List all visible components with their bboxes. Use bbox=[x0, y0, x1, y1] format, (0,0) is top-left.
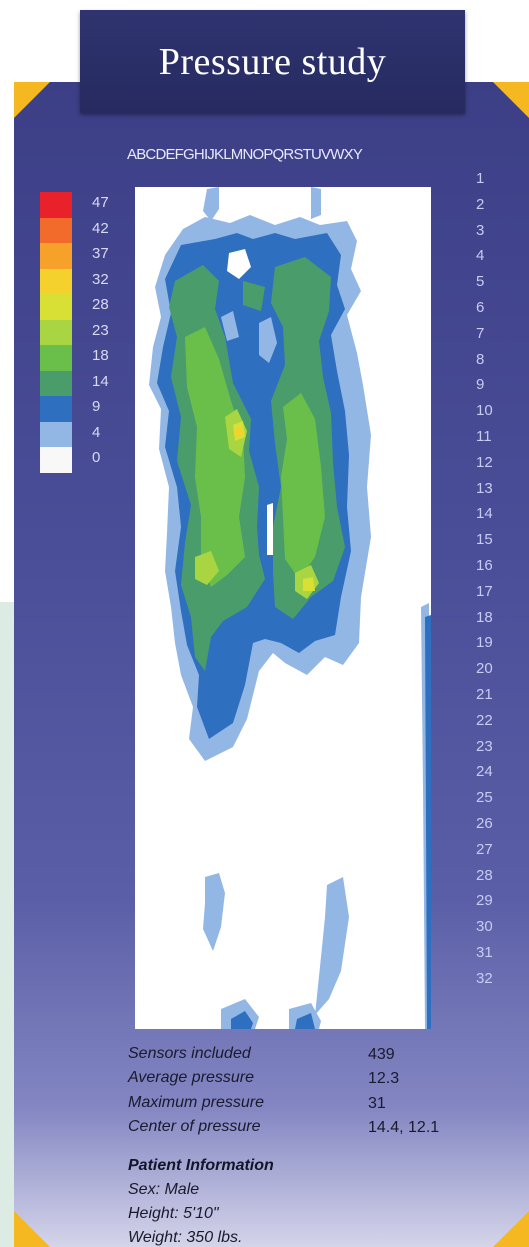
gap-hole-3 bbox=[267, 503, 273, 555]
stat-label-center: Center of pressure bbox=[128, 1118, 261, 1135]
row-number: 22 bbox=[476, 711, 493, 729]
stat-label-maximum: Maximum pressure bbox=[128, 1094, 265, 1111]
scale-label: 47 bbox=[92, 194, 109, 211]
page-title: Pressure study bbox=[158, 40, 387, 83]
pressure-region-9-heel-2 bbox=[295, 1013, 315, 1029]
row-number: 26 bbox=[476, 815, 493, 832]
row-number: 30 bbox=[476, 918, 493, 936]
row-number: 8 bbox=[476, 350, 485, 368]
row-number: 2 bbox=[476, 195, 485, 213]
pressure-region-18-left bbox=[185, 327, 245, 587]
pressure-region-28-right bbox=[303, 577, 315, 591]
corner-tab-top-right bbox=[493, 82, 529, 118]
gap-hole-4 bbox=[221, 311, 239, 341]
patient-height: Height: 5'10" bbox=[128, 1205, 219, 1222]
row-number: 28 bbox=[476, 866, 493, 884]
scale-swatch bbox=[40, 217, 72, 244]
row-number: 11 bbox=[476, 428, 492, 445]
row-number: 12 bbox=[476, 453, 493, 471]
scale-label: 28 bbox=[92, 296, 109, 313]
stat-label-average: Average pressure bbox=[128, 1069, 254, 1086]
scale-label: 23 bbox=[92, 321, 109, 339]
row-number: 18 bbox=[476, 608, 493, 626]
gap-hole-2 bbox=[259, 317, 277, 363]
stat-label-sensors: Sensors included bbox=[128, 1045, 251, 1062]
row-number: 17 bbox=[476, 582, 493, 600]
pressure-region-14-top-blob bbox=[243, 281, 265, 311]
row-number: 1 bbox=[476, 170, 485, 187]
row-number: 16 bbox=[476, 557, 493, 574]
row-number: 25 bbox=[476, 789, 493, 807]
row-number: 15 bbox=[476, 531, 493, 549]
corner-tab-bottom-left bbox=[14, 1211, 50, 1247]
row-number: 14 bbox=[476, 505, 493, 523]
column-letters: ABCDEFGHIJKLMNOPQRSTUVWXY bbox=[127, 146, 363, 163]
row-number: 29 bbox=[476, 892, 493, 910]
pressure-region-4-heel-1 bbox=[203, 873, 225, 951]
corner-tab-top-left bbox=[14, 82, 50, 118]
pressure-region-4-heel-2 bbox=[315, 877, 349, 1015]
row-number: 19 bbox=[476, 634, 493, 652]
scale-label: 37 bbox=[92, 245, 109, 262]
row-number: 24 bbox=[476, 763, 493, 781]
pressure-zone-32 bbox=[235, 427, 243, 437]
scale-swatch bbox=[40, 192, 72, 218]
row-number: 21 bbox=[476, 686, 493, 703]
stat-value-center: 14.4, 12.1 bbox=[368, 1119, 440, 1136]
low-pressure-gaps bbox=[221, 249, 277, 555]
pressure-zone-18 bbox=[185, 327, 325, 587]
row-number: 27 bbox=[476, 840, 493, 858]
row-number: 4 bbox=[476, 247, 485, 265]
scale-label: 0 bbox=[92, 449, 101, 466]
scale-swatch bbox=[40, 243, 72, 269]
row-number: 31 bbox=[476, 944, 493, 961]
scale-label: 14 bbox=[92, 372, 109, 390]
pressure-region-4-toe-1 bbox=[203, 187, 219, 221]
pressure-heatmap bbox=[135, 187, 431, 1029]
scale-swatch bbox=[40, 294, 72, 320]
row-number: 20 bbox=[476, 660, 493, 678]
row-number: 5 bbox=[476, 273, 485, 291]
row-number: 32 bbox=[476, 969, 493, 987]
pressure-region-18-right bbox=[281, 393, 325, 579]
scale-swatch bbox=[40, 447, 72, 473]
pressure-region-32-peak bbox=[235, 427, 243, 437]
scale-label: 18 bbox=[92, 347, 109, 364]
scale-label: 4 bbox=[92, 423, 101, 441]
pressure-region-4-toe-2 bbox=[311, 187, 321, 219]
row-number: 10 bbox=[476, 402, 493, 420]
scale-swatch bbox=[40, 396, 72, 422]
scale-swatch bbox=[40, 345, 72, 371]
scale-swatch bbox=[40, 370, 72, 397]
gap-hole-1 bbox=[227, 249, 251, 279]
scale-label: 32 bbox=[92, 270, 109, 288]
patient-sex: Sex: Male bbox=[128, 1181, 200, 1198]
pressure-region-9-heel bbox=[231, 1011, 253, 1029]
patient-info-title: Patient Information bbox=[128, 1157, 274, 1174]
row-number: 9 bbox=[476, 376, 485, 394]
scale-swatch bbox=[40, 421, 72, 448]
stat-value-average: 12.3 bbox=[368, 1070, 400, 1087]
row-number: 3 bbox=[476, 221, 485, 239]
scale-swatch bbox=[40, 268, 72, 295]
scale-label: 42 bbox=[92, 219, 109, 237]
pressure-region-23-left-2 bbox=[195, 551, 219, 585]
row-number: 7 bbox=[476, 324, 485, 342]
stat-value-maximum: 31 bbox=[368, 1095, 386, 1112]
corner-tab-bottom-right bbox=[493, 1211, 529, 1247]
row-number: 6 bbox=[476, 299, 485, 316]
scale-label: 9 bbox=[92, 398, 101, 415]
stat-value-sensors: 439 bbox=[368, 1046, 395, 1063]
row-number: 13 bbox=[476, 479, 493, 497]
patient-weight: Weight: 350 lbs. bbox=[128, 1229, 243, 1246]
scale-swatch bbox=[40, 319, 72, 346]
title-box: Pressure study bbox=[80, 10, 465, 113]
pressure-region-9-edge bbox=[425, 615, 431, 1029]
row-number: 23 bbox=[476, 737, 493, 755]
